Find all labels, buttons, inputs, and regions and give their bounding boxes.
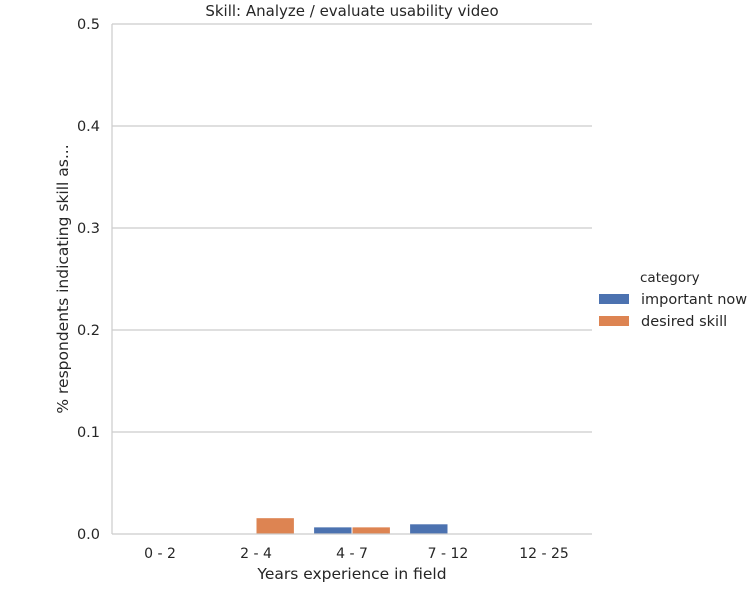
bar	[313, 526, 353, 535]
legend-label: important now	[641, 292, 747, 308]
legend-swatch	[599, 294, 629, 304]
legend-label: desired skill	[641, 314, 727, 330]
bar	[255, 517, 295, 535]
y-tick-label: 0.4	[77, 119, 100, 135]
x-tick-label: 7 - 12	[428, 546, 469, 562]
bar	[409, 523, 449, 535]
y-tick-label: 0.1	[77, 425, 100, 441]
y-tick-label: 0.0	[77, 527, 100, 543]
legend-swatch	[599, 316, 629, 326]
bar-marks	[255, 517, 449, 535]
x-axis-label: Years experience in field	[256, 565, 446, 583]
y-tick-label: 0.2	[77, 323, 100, 339]
x-tick-labels: 0 - 2 2 - 4 4 - 7 7 - 12 12 - 25	[144, 546, 569, 562]
x-tick-label: 0 - 2	[144, 546, 176, 562]
legend: category important now desired skill	[599, 270, 747, 330]
legend-title: category	[640, 270, 700, 286]
y-tick-label: 0.3	[77, 221, 100, 237]
bar	[351, 526, 391, 535]
y-tick-labels: 0.0 0.1 0.2 0.3 0.4 0.5	[77, 17, 100, 543]
x-tick-label: 12 - 25	[519, 546, 569, 562]
y-gridlines	[112, 23, 592, 433]
chart-title: Skill: Analyze / evaluate usability vide…	[205, 2, 498, 20]
y-axis-label: % respondents indicating skill as...	[54, 144, 72, 413]
y-tick-label: 0.5	[77, 17, 100, 33]
x-tick-label: 2 - 4	[240, 546, 272, 562]
x-tick-label: 4 - 7	[336, 546, 368, 562]
